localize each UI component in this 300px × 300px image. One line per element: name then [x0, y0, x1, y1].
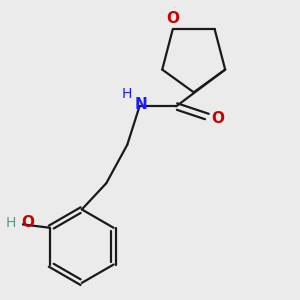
Text: H: H [6, 216, 16, 230]
Text: O: O [21, 215, 34, 230]
Text: H: H [122, 87, 133, 101]
Text: O: O [166, 11, 179, 26]
Text: N: N [135, 97, 148, 112]
Text: O: O [211, 111, 224, 126]
